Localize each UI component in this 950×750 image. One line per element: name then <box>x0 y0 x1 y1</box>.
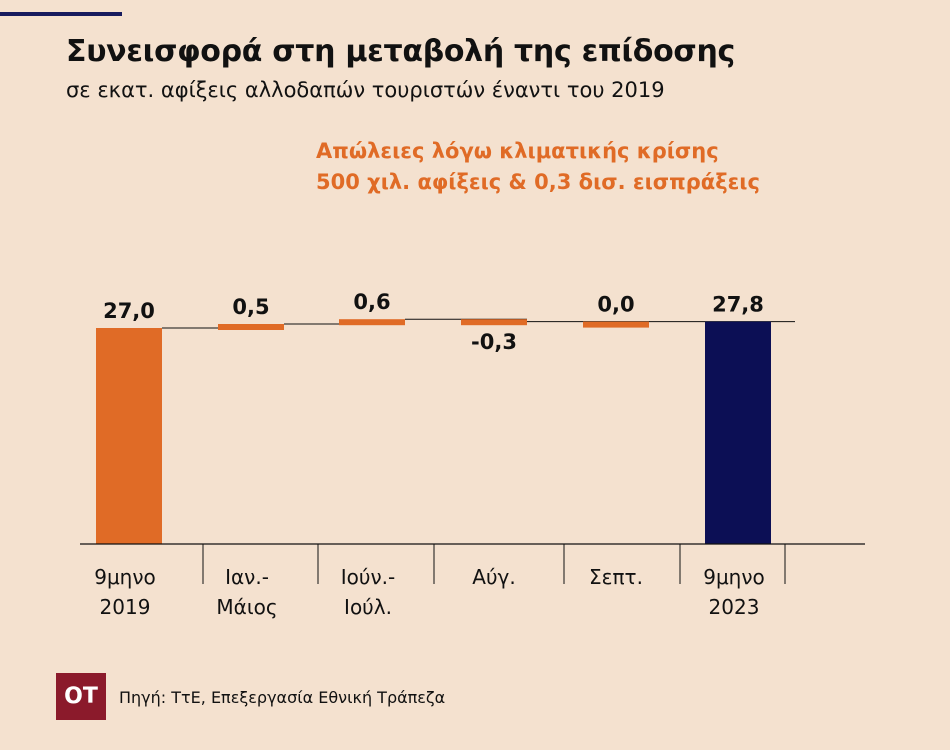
source-note: Πηγή: ΤτΕ, Επεξεργασία Εθνική Τράπεζα <box>119 688 446 707</box>
x-tick-label: 2019 <box>100 595 151 619</box>
data-label: 0,6 <box>353 290 390 314</box>
ot-logo: ΟΤ <box>56 673 106 720</box>
annotation-line-2: 500 χιλ. αφίξεις & 0,3 δισ. εισπράξεις <box>316 170 760 194</box>
x-tick-label: Αύγ. <box>472 565 515 589</box>
waterfall-bar <box>96 328 162 544</box>
waterfall-bar <box>583 321 649 328</box>
x-tick-label: Σεπτ. <box>589 565 643 589</box>
waterfall-chart: 27,0 0,5 0,6 -0,3 0,0 27,8 9μηνο 2019 Ιαν.- Μάιος… <box>80 290 865 619</box>
data-label: 27,0 <box>103 299 155 323</box>
data-label: 0,0 <box>597 293 634 317</box>
x-tick-label: Ιούλ. <box>344 595 392 619</box>
chart-annotation: Απώλειες λόγω κλιματικής κρίσης 500 χιλ.… <box>316 136 760 198</box>
x-tick-label: 2023 <box>709 595 760 619</box>
data-label: 27,8 <box>712 293 764 317</box>
waterfall-bar <box>461 319 527 326</box>
x-tick-label: Ιούν.- <box>341 565 395 589</box>
x-tick-label: 9μηνο <box>703 565 765 589</box>
x-tick-label: Μάιος <box>216 595 277 619</box>
chart-title: Συνεισφορά στη μεταβολή της επίδοσης <box>66 34 736 69</box>
chart-subtitle: σε εκατ. αφίξεις αλλοδαπών τουριστών ένα… <box>66 78 665 102</box>
data-label: -0,3 <box>471 330 517 354</box>
waterfall-bar <box>339 319 405 326</box>
top-accent-rule <box>0 12 122 16</box>
waterfall-bar <box>705 321 771 544</box>
data-label: 0,5 <box>232 295 269 319</box>
x-tick-label: 9μηνο <box>94 565 156 589</box>
annotation-line-1: Απώλειες λόγω κλιματικής κρίσης <box>316 139 719 163</box>
waterfall-bar <box>218 324 284 330</box>
x-tick-label: Ιαν.- <box>225 565 269 589</box>
